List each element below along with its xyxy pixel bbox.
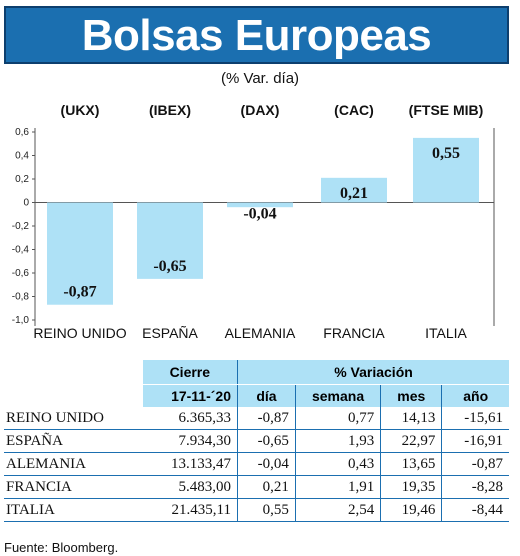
bar: [321, 177, 387, 203]
bar-chart: 0,6 0,4 0,2 0 -0,2 -0,4 -0,6 -0,8 -1,0 (UKX) -0,87…: [12, 102, 495, 341]
row-semana: 1,93: [294, 429, 381, 453]
row-dia: -0,65: [237, 429, 296, 453]
row-anio: -8,28: [441, 475, 509, 499]
row-semana: 0,77: [294, 407, 381, 430]
table-row: FRANCIA 5.483,00 0,21 1,91 19,35 -8,28: [4, 475, 509, 499]
row-cierre: 6.365,33: [142, 407, 238, 430]
indices-table: Cierre % Variación 17-11-´20 día semana …: [4, 360, 509, 522]
y-tick-label: -0,2: [12, 221, 30, 232]
index-code-label: (UKX): [61, 102, 100, 118]
index-code-label: (CAC): [334, 102, 374, 118]
y-tick-label: 0,4: [15, 151, 29, 162]
category-label: FRANCIA: [323, 325, 385, 341]
category-label: ITALIA: [425, 325, 467, 341]
source-note: Fuente: Bloomberg.: [4, 540, 119, 555]
table-row: ESPAÑA 7.934,30 -0,65 1,93 22,97 -16,91: [4, 429, 509, 453]
row-mes: 14,13: [380, 407, 442, 430]
value-label: -0,87: [63, 284, 96, 301]
category-label: REINO UNIDO: [33, 325, 126, 341]
index-code-label: (IBEX): [149, 102, 191, 118]
y-tick-label: -0,6: [12, 268, 30, 279]
y-tick-label: 0,2: [15, 174, 29, 185]
table-row: ALEMANIA 13.133,47 -0,04 0,43 13,65 -0,8…: [4, 452, 509, 476]
row-anio: -0,87: [441, 452, 509, 476]
row-mes: 19,35: [380, 475, 442, 499]
table-row: REINO UNIDO 6.365,33 -0,87 0,77 14,13 -1…: [4, 407, 509, 430]
row-semana: 0,43: [294, 452, 381, 476]
row-dia: 0,55: [237, 498, 296, 522]
row-anio: -8,44: [441, 498, 509, 522]
row-cierre: 5.483,00: [142, 475, 238, 499]
row-dia: 0,21: [237, 475, 296, 499]
row-cierre: 21.435,11: [142, 498, 238, 522]
row-dia: -0,04: [237, 452, 296, 476]
page-title: Bolsas Europeas: [81, 11, 432, 60]
row-name: ALEMANIA: [4, 452, 143, 476]
value-label: -0,65: [153, 258, 186, 275]
row-semana: 2,54: [294, 498, 381, 522]
row-dia: -0,87: [237, 407, 296, 430]
table-corner-top: [4, 360, 143, 385]
header-variacion: % Variación: [237, 360, 509, 385]
bar: [137, 202, 203, 279]
row-name: FRANCIA: [4, 475, 143, 499]
bar: [413, 137, 479, 203]
row-semana: 1,91: [294, 475, 381, 499]
row-mes: 19,46: [380, 498, 442, 522]
table-group-header-row: Cierre % Variación: [4, 360, 509, 385]
value-label: -0,04: [243, 206, 276, 223]
category-label: ESPAÑA: [142, 325, 198, 341]
row-name: ESPAÑA: [4, 429, 143, 453]
title-banner: Bolsas Europeas: [4, 6, 509, 64]
index-code-label: (DAX): [241, 102, 280, 118]
table-row: ITALIA 21.435,11 0,55 2,54 19,46 -8,44: [4, 498, 509, 522]
table-corner-bottom: [4, 384, 143, 407]
bar: [227, 202, 293, 208]
value-label: 0,21: [340, 185, 368, 202]
header-dia: día: [237, 384, 296, 407]
index-code-label: (FTSE MIB): [409, 102, 484, 118]
row-name: REINO UNIDO: [4, 407, 143, 430]
value-label: 0,55: [432, 145, 460, 162]
y-tick-label: 0: [23, 198, 29, 209]
header-anio: año: [441, 384, 509, 407]
y-tick-label: -0,8: [12, 292, 30, 303]
category-label: ALEMANIA: [225, 325, 296, 341]
indices-table-wrap: Cierre % Variación 17-11-´20 día semana …: [4, 360, 509, 522]
y-tick-label: -1,0: [12, 315, 30, 326]
table-sub-header-row: 17-11-´20 día semana mes año: [4, 384, 509, 407]
bar: [47, 202, 113, 305]
row-mes: 13,65: [380, 452, 442, 476]
row-anio: -15,61: [441, 407, 509, 430]
header-mes: mes: [380, 384, 442, 407]
y-tick-label: 0,6: [15, 127, 29, 138]
row-cierre: 7.934,30: [142, 429, 238, 453]
header-cierre: Cierre: [142, 360, 238, 385]
header-semana: semana: [294, 384, 381, 407]
chart-subtitle: (% Var. día): [220, 70, 300, 87]
row-anio: -16,91: [441, 429, 509, 453]
row-name: ITALIA: [4, 498, 143, 522]
row-cierre: 13.133,47: [142, 452, 238, 476]
row-mes: 22,97: [380, 429, 442, 453]
y-tick-label: -0,4: [12, 245, 30, 256]
header-date: 17-11-´20: [142, 384, 238, 407]
